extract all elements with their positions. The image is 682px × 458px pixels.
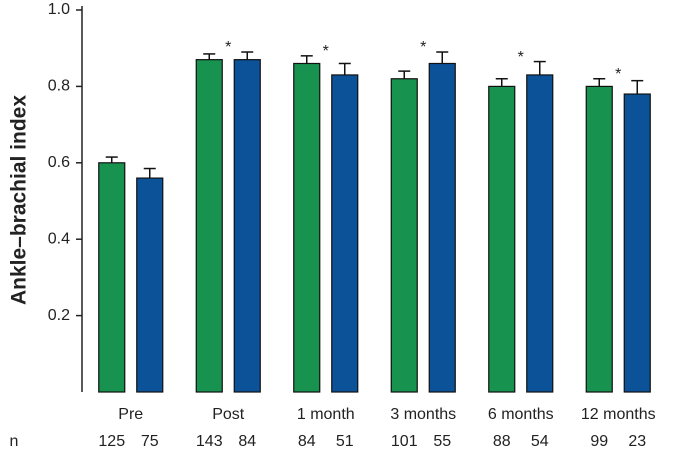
significance-marker: * [518, 49, 524, 66]
bar [390, 78, 418, 393]
significance-marker: * [615, 66, 621, 83]
n-count: 51 [336, 433, 354, 450]
bar [428, 62, 456, 393]
y-tick-label: 0.4 [48, 230, 70, 247]
y-tick-label: 0.8 [48, 78, 70, 95]
y-tick-label: 0.2 [48, 307, 70, 324]
bar [195, 59, 223, 393]
significance-marker: * [323, 43, 329, 60]
n-count: 88 [493, 433, 511, 450]
bar [136, 177, 164, 393]
n-count: 101 [391, 433, 418, 450]
significance-marker: * [225, 39, 231, 56]
x-tick-label: Pre [118, 406, 143, 423]
n-count: 84 [298, 433, 316, 450]
x-tick-label: 1 month [297, 406, 355, 423]
n-count: 75 [141, 433, 159, 450]
bar [233, 59, 261, 393]
n-count: 23 [628, 433, 646, 450]
n-count: 55 [433, 433, 451, 450]
n-count: 99 [590, 433, 608, 450]
x-tick-label: Post [212, 406, 245, 423]
n-count: 143 [196, 433, 223, 450]
n-label: n [10, 433, 19, 450]
n-count: 54 [531, 433, 549, 450]
bar [526, 74, 554, 393]
bar [98, 162, 126, 393]
n-count: 125 [98, 433, 125, 450]
y-axis-label: Ankle–brachial index [8, 95, 31, 305]
x-tick-label: 3 months [390, 406, 456, 423]
significance-marker: * [420, 39, 426, 56]
bar [293, 62, 321, 393]
x-tick-label: 12 months [581, 406, 656, 423]
bar [585, 85, 613, 393]
y-tick-label: 0.6 [48, 154, 70, 171]
y-tick-label: 1.0 [48, 1, 70, 18]
bar [488, 85, 516, 393]
bar [331, 74, 359, 393]
n-count: 84 [238, 433, 256, 450]
bar [623, 93, 651, 393]
x-tick-label: 6 months [488, 406, 554, 423]
